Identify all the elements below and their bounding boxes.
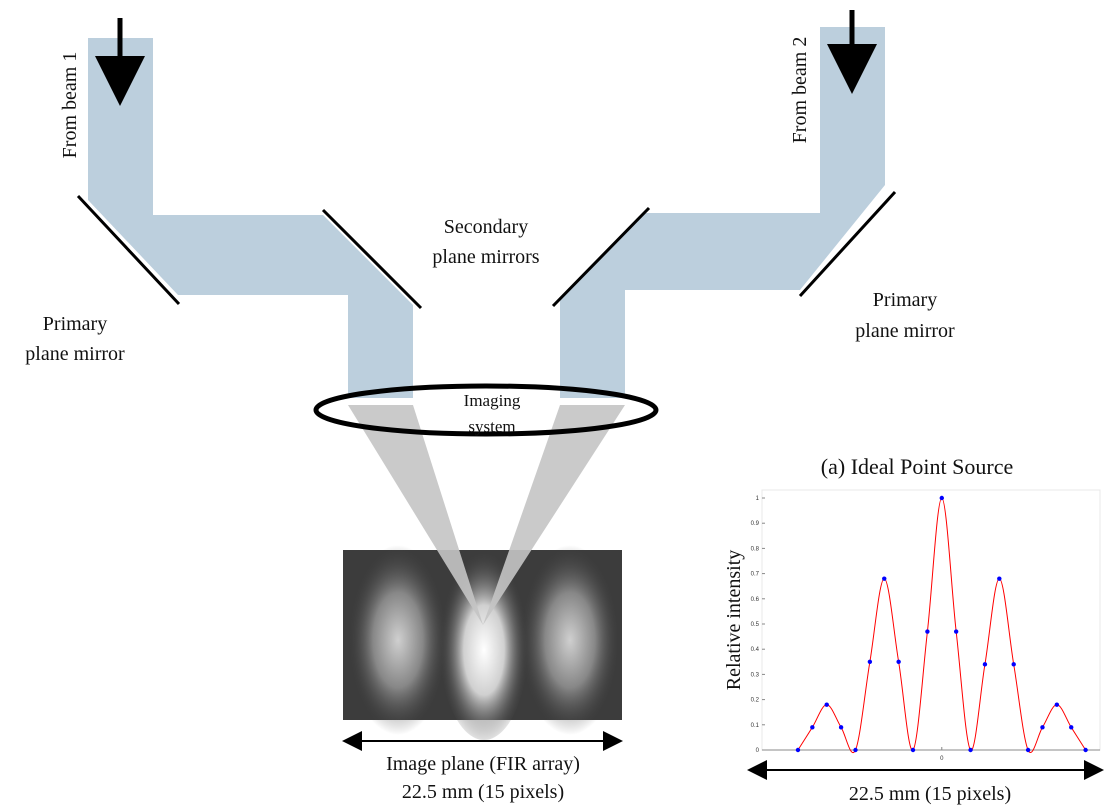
fringe-image bbox=[343, 540, 622, 740]
page: From beam 1 From beam 2 Secondary plane … bbox=[0, 0, 1108, 809]
data-point bbox=[911, 748, 915, 752]
y-tick-label: 0.1 bbox=[751, 723, 760, 729]
y-tick-label: 0.2 bbox=[751, 698, 760, 704]
image-plane-label: Image plane (FIR array) bbox=[386, 753, 580, 775]
y-tick-label: 0.6 bbox=[751, 597, 760, 603]
series-line bbox=[798, 498, 1086, 753]
data-point bbox=[997, 576, 1001, 580]
mirror-label: Primary bbox=[873, 289, 937, 311]
mirror-label: plane mirror bbox=[855, 320, 955, 342]
data-point bbox=[968, 748, 972, 752]
data-point bbox=[1026, 748, 1030, 752]
mirror-label: plane mirrors bbox=[432, 246, 539, 268]
beam-label: From beam 2 bbox=[789, 37, 811, 144]
y-tick-label: 0.4 bbox=[751, 647, 760, 653]
y-tick-label: 0.8 bbox=[751, 546, 760, 552]
y-tick-label: 0.3 bbox=[751, 672, 760, 678]
data-point bbox=[1055, 702, 1059, 706]
y-tick-label: 1 bbox=[756, 496, 760, 502]
plot-area bbox=[762, 490, 1100, 750]
data-point bbox=[868, 660, 872, 664]
beam-2 bbox=[560, 27, 885, 398]
x-tick-label: 0 bbox=[940, 756, 944, 762]
mirror-label: Secondary bbox=[444, 216, 528, 238]
data-point bbox=[1083, 748, 1087, 752]
image-plane-label: 22.5 mm (15 pixels) bbox=[402, 781, 564, 803]
data-point bbox=[825, 702, 829, 706]
data-point bbox=[810, 725, 814, 729]
imaging-label: system bbox=[468, 417, 515, 436]
data-point bbox=[983, 662, 987, 666]
data-point bbox=[896, 660, 900, 664]
data-point bbox=[925, 629, 929, 633]
data-point bbox=[882, 576, 886, 580]
beam-1 bbox=[88, 38, 413, 398]
chart: (a) Ideal Point Source Relative intensit… bbox=[723, 454, 1100, 805]
x-axis-label: 22.5 mm (15 pixels) bbox=[849, 783, 1011, 805]
data-point bbox=[940, 496, 944, 500]
beam-label: From beam 1 bbox=[59, 52, 81, 159]
data-point bbox=[1069, 725, 1073, 729]
chart-title: (a) Ideal Point Source bbox=[821, 454, 1013, 479]
imaging-label: Imaging bbox=[464, 391, 521, 410]
y-tick-label: 0 bbox=[756, 748, 760, 754]
data-point bbox=[839, 725, 843, 729]
mirror-label: Primary bbox=[43, 313, 107, 335]
y-tick-label: 0.7 bbox=[751, 572, 760, 578]
data-point bbox=[954, 629, 958, 633]
mirror-label: plane mirror bbox=[25, 343, 125, 365]
data-point bbox=[1040, 725, 1044, 729]
y-tick-label: 0.9 bbox=[751, 521, 760, 527]
y-tick-label: 0.5 bbox=[751, 622, 760, 628]
y-axis-label: Relative intensity bbox=[723, 550, 745, 691]
data-point bbox=[853, 748, 857, 752]
data-point bbox=[1012, 662, 1016, 666]
data-point bbox=[796, 748, 800, 752]
